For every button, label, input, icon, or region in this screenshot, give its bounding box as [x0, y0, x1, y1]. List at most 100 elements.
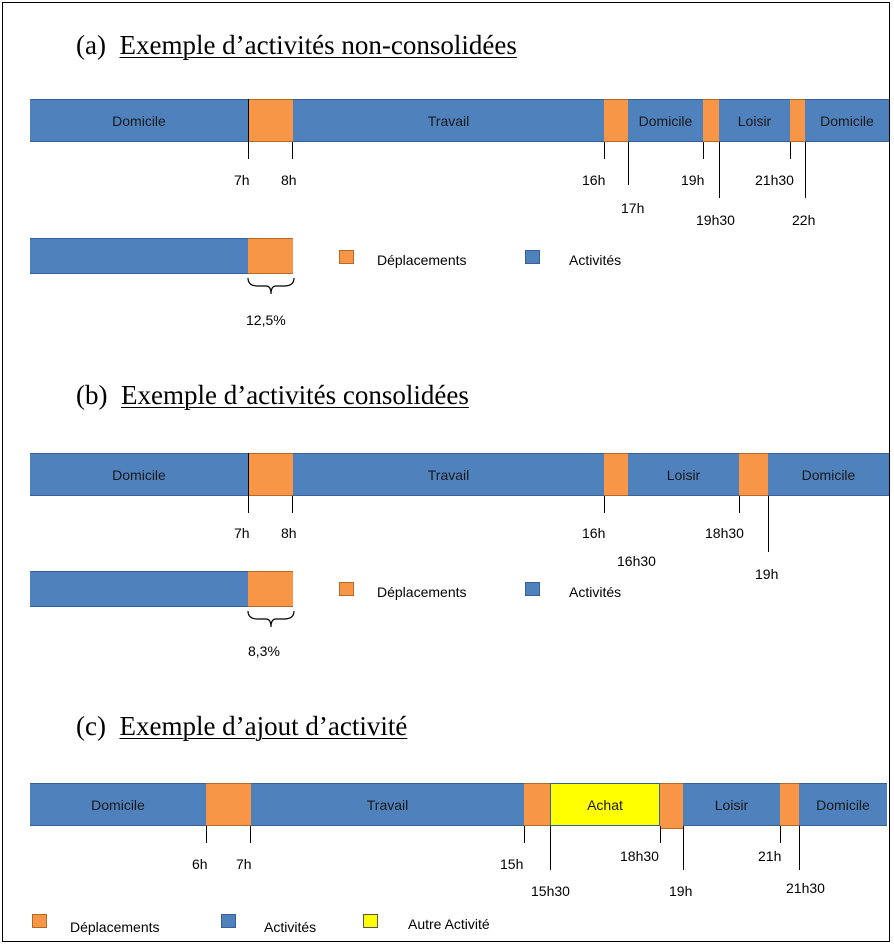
time-label-c-21h30: 21h30: [786, 880, 825, 896]
heading-a: (a) Exemple d’activités non-consolidées: [76, 30, 517, 61]
time-label-a-17h: 17h: [621, 200, 645, 216]
summary-b-activites: [30, 571, 248, 607]
legend-a-activites-swatch: [525, 250, 540, 264]
time-label-c-21h: 21h: [758, 848, 782, 864]
time-label-b-8h: 8h: [281, 525, 297, 541]
legend-b-deplacements-swatch: [339, 582, 354, 596]
timeline-c-achat: Achat: [550, 783, 660, 826]
heading-c-title: Exemple d’ajout d’activité: [119, 711, 408, 741]
summary-a-deplacements: [248, 238, 293, 274]
timeline-b-travail: Travail: [293, 453, 604, 496]
time-label-a-16h: 16h: [582, 172, 606, 188]
heading-b-title: Exemple d’activités consolidées: [120, 380, 469, 410]
legend-c-deplacements-swatch: [32, 914, 47, 928]
tick-a-16h: [604, 142, 605, 159]
tick-c-21h: [780, 826, 781, 843]
timeline-c-domicile-2: Domicile: [799, 783, 887, 826]
tick-a-19h: [703, 142, 704, 159]
timeline-a-deplacement-3: [703, 99, 719, 142]
time-label-c-7h: 7h: [236, 856, 252, 872]
time-label-b-19h: 19h: [755, 566, 779, 582]
timeline-c-deplacement-4: [780, 783, 799, 826]
time-label-a-7h: 7h: [234, 172, 250, 188]
percent-b: 8,3%: [248, 643, 280, 659]
heading-c-prefix: (c): [76, 711, 106, 741]
timeline-a-domicile-2: Domicile: [628, 99, 703, 142]
timeline-b-domicile-1: Domicile: [30, 453, 248, 496]
time-label-b-7h: 7h: [234, 525, 250, 541]
heading-b-prefix: (b): [76, 380, 108, 410]
legend-b-deplacements-label: Déplacements: [377, 584, 467, 600]
timeline-a-domicile-3: Domicile: [805, 99, 889, 142]
time-label-a-19h30: 19h30: [696, 212, 735, 228]
heading-c: (c) Exemple d’ajout d’activité: [76, 711, 407, 742]
tick-b-8h: [292, 496, 293, 513]
timeline-a-deplacement-2: [604, 99, 628, 142]
brace-a: [247, 277, 295, 295]
timeline-c-travail: Travail: [251, 783, 524, 826]
timeline-a-travail: Travail: [293, 99, 604, 142]
tick-b-16h: [604, 496, 605, 513]
tick-a-21h30: [790, 142, 791, 159]
legend-c-autre-label: Autre Activité: [408, 916, 490, 932]
timeline-a-deplacement-4: [790, 99, 805, 142]
tick-a-17h: [628, 142, 629, 185]
tick-c-18h30: [660, 826, 661, 843]
legend-a-deplacements-label: Déplacements: [377, 252, 467, 268]
time-label-b-18h30: 18h30: [705, 525, 744, 541]
percent-a: 12,5%: [246, 312, 286, 328]
heading-a-prefix: (a): [76, 30, 106, 60]
tick-a-7h: [248, 99, 249, 159]
time-label-a-21h30: 21h30: [755, 172, 794, 188]
time-label-a-19h: 19h: [681, 172, 705, 188]
tick-c-7h: [250, 826, 251, 843]
time-label-c-15h: 15h: [500, 856, 524, 872]
legend-c-activites-swatch: [221, 914, 236, 928]
legend-c-activites-label: Activités: [264, 919, 317, 935]
timeline-a-deplacement-1: [248, 99, 293, 142]
timeline-b-deplacement-1: [248, 453, 293, 496]
legend-b-activites-label: Activités: [569, 584, 622, 600]
time-label-c-18h30: 18h30: [620, 848, 659, 864]
legend-a-deplacements-swatch: [339, 250, 354, 264]
timeline-c-deplacement-2: [524, 783, 550, 826]
timeline-a-domicile-1: Domicile: [30, 99, 248, 142]
time-label-b-16h30: 16h30: [617, 553, 656, 569]
legend-c-autre-swatch: [363, 914, 378, 928]
summary-b-deplacements: [248, 571, 293, 607]
timeline-c-deplacement-1: [206, 783, 251, 826]
time-label-c-6h: 6h: [192, 856, 208, 872]
timeline-b-domicile-2: Domicile: [768, 453, 889, 496]
tick-c-19h: [683, 826, 684, 870]
timeline-b-loisir: Loisir: [628, 453, 739, 496]
timeline-c-deplacement-3: [660, 783, 683, 829]
tick-c-15h: [524, 826, 525, 843]
timeline-b-deplacement-3: [739, 453, 768, 496]
time-label-b-16h: 16h: [582, 525, 606, 541]
tick-c-15h30: [550, 826, 551, 870]
timeline-b-deplacement-2: [604, 453, 628, 496]
tick-c-21h30: [799, 826, 800, 870]
brace-b: [247, 610, 295, 628]
tick-c-6h: [206, 826, 207, 843]
tick-a-8h: [292, 142, 293, 159]
time-label-a-8h: 8h: [281, 172, 297, 188]
heading-a-title: Exemple d’activités non-consolidées: [119, 30, 517, 60]
time-label-c-15h30: 15h30: [531, 883, 570, 899]
tick-a-22h: [805, 142, 806, 198]
summary-a-activites: [30, 238, 248, 274]
legend-a-activites-label: Activités: [569, 252, 622, 268]
tick-a-19h30: [719, 142, 720, 198]
tick-b-7h: [248, 453, 249, 513]
legend-b-activites-swatch: [525, 582, 540, 596]
tick-b-18h30: [739, 496, 740, 513]
timeline-a-loisir: Loisir: [719, 99, 790, 142]
timeline-c-loisir: Loisir: [683, 783, 780, 826]
timeline-c-domicile-1: Domicile: [30, 783, 206, 826]
time-label-a-22h: 22h: [792, 212, 816, 228]
heading-b: (b) Exemple d’activités consolidées: [76, 380, 469, 411]
time-label-c-19h: 19h: [669, 883, 693, 899]
tick-b-19h: [768, 496, 769, 552]
legend-c-deplacements-label: Déplacements: [70, 919, 160, 935]
